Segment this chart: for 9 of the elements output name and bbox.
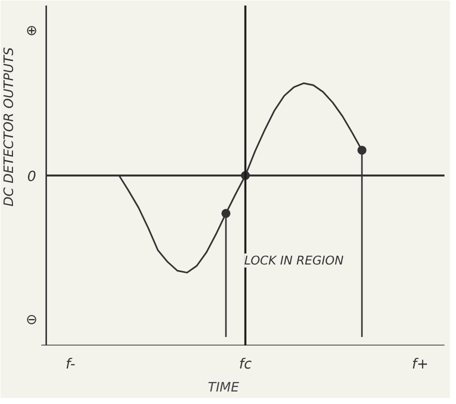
annotation: LOCK IN REGION: [244, 254, 344, 268]
x-tick-label: f-: [66, 356, 76, 372]
text: ⊕: [26, 23, 38, 39]
x-axis-title: TIME: [208, 380, 240, 396]
text: ⊖: [26, 312, 38, 328]
x-tick-label: f+: [412, 356, 429, 372]
y-axis-title: DC DETECTOR OUTPUTS: [2, 47, 17, 207]
x-tick-label: fc: [239, 356, 252, 372]
text: 0: [27, 169, 36, 185]
